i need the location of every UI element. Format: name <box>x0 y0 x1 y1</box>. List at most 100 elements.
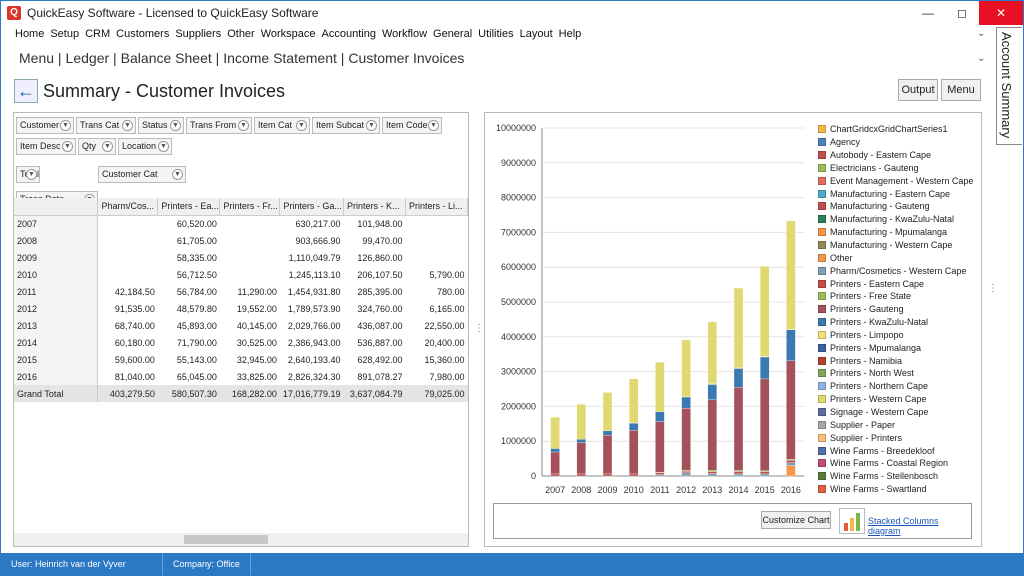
menu-other[interactable]: Other <box>227 28 255 40</box>
table-cell[interactable] <box>98 232 158 249</box>
table-cell[interactable]: 7,980.00 <box>429 371 465 382</box>
maximize-icon[interactable]: ◻ <box>957 6 967 20</box>
table-cell[interactable]: 60,520.00 <box>176 218 217 229</box>
table-cell[interactable]: 22,550.00 <box>424 320 465 331</box>
output-button[interactable]: Output <box>898 79 938 101</box>
table-cell[interactable]: 99,470.00 <box>362 235 403 246</box>
grand-total-cell[interactable]: 580,507.30 <box>157 385 220 402</box>
table-cell[interactable]: 60,180.00 <box>114 337 155 348</box>
table-cell[interactable] <box>405 215 467 232</box>
table-cell[interactable] <box>220 215 280 232</box>
table-cell[interactable]: 81,040.00 <box>114 371 155 382</box>
filter-icon[interactable]: ▼ <box>172 169 183 180</box>
row-header[interactable]: 2013 <box>14 317 99 334</box>
filter-field-0[interactable]: Customer ▼ <box>16 117 74 134</box>
filter-field-1[interactable]: Trans Cat ▼ <box>76 117 136 134</box>
chart-type-link[interactable]: Stacked Columns diagram <box>868 516 939 536</box>
filter-field-5[interactable]: Item Subcat ▼ <box>312 117 380 134</box>
table-cell[interactable]: 6,165.00 <box>429 303 465 314</box>
column-header[interactable]: Printers - Ea... <box>157 198 221 216</box>
filter-icon[interactable]: ▼ <box>296 120 307 131</box>
table-cell[interactable]: 628,492.00 <box>357 354 403 365</box>
filter-field-3[interactable]: Trans From ▼ <box>186 117 252 134</box>
account-summary-tab[interactable]: Account Summary <box>996 27 1022 145</box>
table-cell[interactable]: 45,893.00 <box>176 320 217 331</box>
table-cell[interactable]: 1,110,049.79 <box>288 252 341 263</box>
table-cell[interactable]: 1,454,931.80 <box>287 286 341 297</box>
table-cell[interactable] <box>405 249 467 266</box>
table-cell[interactable]: 101,948.00 <box>357 218 403 229</box>
filter-field-r2-2[interactable]: Location ▼ <box>118 138 172 155</box>
table-cell[interactable]: 91,535.00 <box>114 303 155 314</box>
chevron-down-icon[interactable]: ⌄ <box>977 53 986 64</box>
table-cell[interactable]: 5,790.00 <box>429 269 465 280</box>
filter-icon[interactable]: ▼ <box>122 120 133 131</box>
column-header[interactable]: Printers - K... <box>343 198 406 216</box>
table-cell[interactable]: 32,945.00 <box>236 354 277 365</box>
table-cell[interactable]: 285,395.00 <box>357 286 403 297</box>
table-cell[interactable]: 891,078.27 <box>357 371 403 382</box>
table-cell[interactable]: 65,045.00 <box>176 371 217 382</box>
row-header[interactable]: 2007 <box>14 215 99 232</box>
table-cell[interactable]: 630,217.00 <box>295 218 341 229</box>
row-header[interactable]: 2008 <box>14 232 99 249</box>
menu-button[interactable]: Menu <box>941 79 981 101</box>
filter-icon[interactable]: ▼ <box>238 120 249 131</box>
menu-utilities[interactable]: Utilities <box>478 28 514 40</box>
table-cell[interactable]: 59,600.00 <box>114 354 155 365</box>
row-header[interactable]: 2011 <box>14 283 99 300</box>
table-cell[interactable]: 11,290.00 <box>237 286 277 297</box>
menu-suppliers[interactable]: Suppliers <box>175 28 222 40</box>
splitter-handle[interactable]: ⋮ <box>988 283 998 294</box>
row-header[interactable]: 2016 <box>14 368 99 385</box>
table-cell[interactable]: 71,790.00 <box>176 337 217 348</box>
column-header[interactable]: Printers - Fr... <box>219 198 281 216</box>
table-cell[interactable]: 2,826,324.30 <box>287 371 341 382</box>
close-icon[interactable]: ✕ <box>979 1 1023 25</box>
filter-field-6[interactable]: Item Code ▼ <box>382 117 442 134</box>
chevron-down-icon[interactable]: ⌄ <box>977 28 986 39</box>
back-button[interactable]: ← <box>14 79 38 103</box>
menu-customers[interactable]: Customers <box>116 28 170 40</box>
table-cell[interactable]: 1,245,113.10 <box>288 269 341 280</box>
menu-general[interactable]: General <box>433 28 473 40</box>
table-cell[interactable]: 903,666.90 <box>295 235 341 246</box>
menu-layout[interactable]: Layout <box>519 28 553 40</box>
table-cell[interactable]: 48,579.80 <box>176 303 217 314</box>
row-header[interactable]: 2014 <box>14 334 99 351</box>
table-cell[interactable]: 40,145.00 <box>236 320 277 331</box>
row-header[interactable]: 2015 <box>14 351 99 368</box>
crumb-menu[interactable]: Menu | <box>19 50 62 66</box>
table-cell[interactable]: 58,335.00 <box>176 252 217 263</box>
filter-icon[interactable]: ▼ <box>26 169 37 180</box>
table-cell[interactable]: 19,552.00 <box>236 303 277 314</box>
splitter-handle[interactable]: ⋮ <box>474 323 484 334</box>
grand-total-cell[interactable]: 79,025.00 <box>405 385 468 402</box>
table-cell[interactable] <box>405 232 467 249</box>
column-field[interactable]: Customer Cat ▼ <box>98 166 186 183</box>
table-cell[interactable] <box>220 232 280 249</box>
table-cell[interactable]: 56,712.50 <box>176 269 217 280</box>
menu-workspace[interactable]: Workspace <box>260 28 316 40</box>
customize-chart-button[interactable]: Customize Chart <box>761 511 831 529</box>
menu-help[interactable]: Help <box>558 28 582 40</box>
filter-field-r2-0[interactable]: Item Desc ▼ <box>16 138 76 155</box>
grand-total-cell[interactable]: 3,637,084.79 <box>343 385 406 402</box>
table-cell[interactable] <box>220 249 280 266</box>
menu-accounting[interactable]: Accounting <box>321 28 376 40</box>
menu-crm[interactable]: CRM <box>85 28 111 40</box>
menu-home[interactable]: Home <box>15 28 45 40</box>
table-cell[interactable]: 61,705.00 <box>176 235 217 246</box>
table-cell[interactable]: 2,029,766.00 <box>287 320 341 331</box>
table-cell[interactable]: 30,525.00 <box>236 337 277 348</box>
crumb-income-statement[interactable]: Income Statement | <box>223 50 345 66</box>
filter-field-r2-1[interactable]: Qty ▼ <box>78 138 116 155</box>
grand-total-cell[interactable]: 403,279.50 <box>97 385 158 402</box>
filter-field-4[interactable]: Item Cat ▼ <box>254 117 310 134</box>
filter-icon[interactable]: ▼ <box>62 141 73 152</box>
data-field[interactable]: Total▼ <box>16 166 40 183</box>
table-cell[interactable]: 780.00 <box>436 286 465 297</box>
row-header[interactable]: 2009 <box>14 249 99 266</box>
table-cell[interactable]: 206,107.50 <box>357 269 403 280</box>
table-cell[interactable]: 2,386,943.00 <box>287 337 341 348</box>
